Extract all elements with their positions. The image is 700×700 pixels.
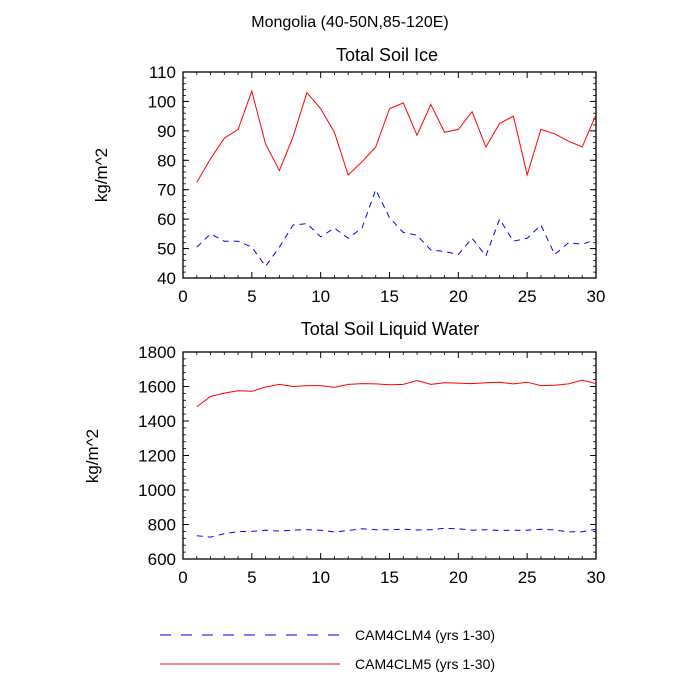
soil-ice-xtick-label: 30 [587,287,606,306]
soil-liquid-ytick-label: 1200 [138,447,176,466]
soil-liquid-xtick-label: 10 [311,568,330,587]
soil-ice-ytick-label: 40 [157,269,176,288]
soil-ice-ytick-label: 70 [157,181,176,200]
soil-liquid-ylabel: kg/m^2 [83,429,102,483]
legend: CAM4CLM4 (yrs 1-30) CAM4CLM5 (yrs 1-30) [160,627,495,672]
soil-ice-xtick-label: 25 [518,287,537,306]
soil-liquid-ytick-label: 600 [148,550,176,569]
soil-liquid-plot-frame [182,351,597,560]
soil-liquid-xtick-label: 0 [178,568,187,587]
figure-title: Mongolia (40-50N,85-120E) [251,14,448,31]
soil-liquid-xtick-label: 5 [247,568,256,587]
soil-ice-xtick-label: 20 [449,287,468,306]
soil-ice-ytick-label: 100 [148,92,176,111]
soil-liquid-xtick-label: 15 [380,568,399,587]
soil-liquid-xtick-label: 25 [518,568,537,587]
soil-liquid-xtick-label: 30 [587,568,606,587]
legend-label-cam4clm5: CAM4CLM5 (yrs 1-30) [355,656,495,672]
soil-ice-xtick-label: 5 [247,287,256,306]
soil-ice-ytick-label: 90 [157,122,176,141]
soil-ice-title: Total Soil Ice [336,45,438,65]
soil-liquid-ytick-label: 1000 [138,481,176,500]
soil-ice-panel: Total Soil Ice kg/m^2 0 5 10 15 20 25 30 40 50 60… [92,45,605,306]
soil-liquid-xtick-label: 20 [449,568,468,587]
soil-ice-ytick-label: 50 [157,240,176,259]
soil-ice-xtick-label: 10 [311,287,330,306]
soil-ice-ytick-label: 60 [157,210,176,229]
soil-liquid-ytick-label: 1600 [138,378,176,397]
soil-ice-ytick-label: 80 [157,151,176,170]
soil-ice-plot-frame [182,71,597,279]
soil-ice-series-cam4clm4 [196,188,597,268]
soil-ice-xtick-label: 0 [178,287,187,306]
soil-liquid-ytick-label: 1800 [138,343,176,362]
soil-ice-xtick-label: 15 [380,287,399,306]
soil-liquid-series-cam4clm5 [196,379,597,408]
soil-liquid-ytick-label: 1400 [138,412,176,431]
soil-ice-series-cam4clm5 [196,89,597,183]
soil-liquid-ytick-label: 800 [148,516,176,535]
soil-liquid-panel: Total Soil Liquid Water kg/m^2 0 5 10 15 20 2… [83,319,605,587]
legend-label-cam4clm4: CAM4CLM4 (yrs 1-30) [355,627,495,643]
soil-ice-ylabel: kg/m^2 [92,148,111,202]
soil-liquid-title: Total Soil Liquid Water [301,319,479,339]
soil-liquid-series-cam4clm4 [196,527,597,538]
soil-ice-ytick-label: 110 [149,63,176,82]
